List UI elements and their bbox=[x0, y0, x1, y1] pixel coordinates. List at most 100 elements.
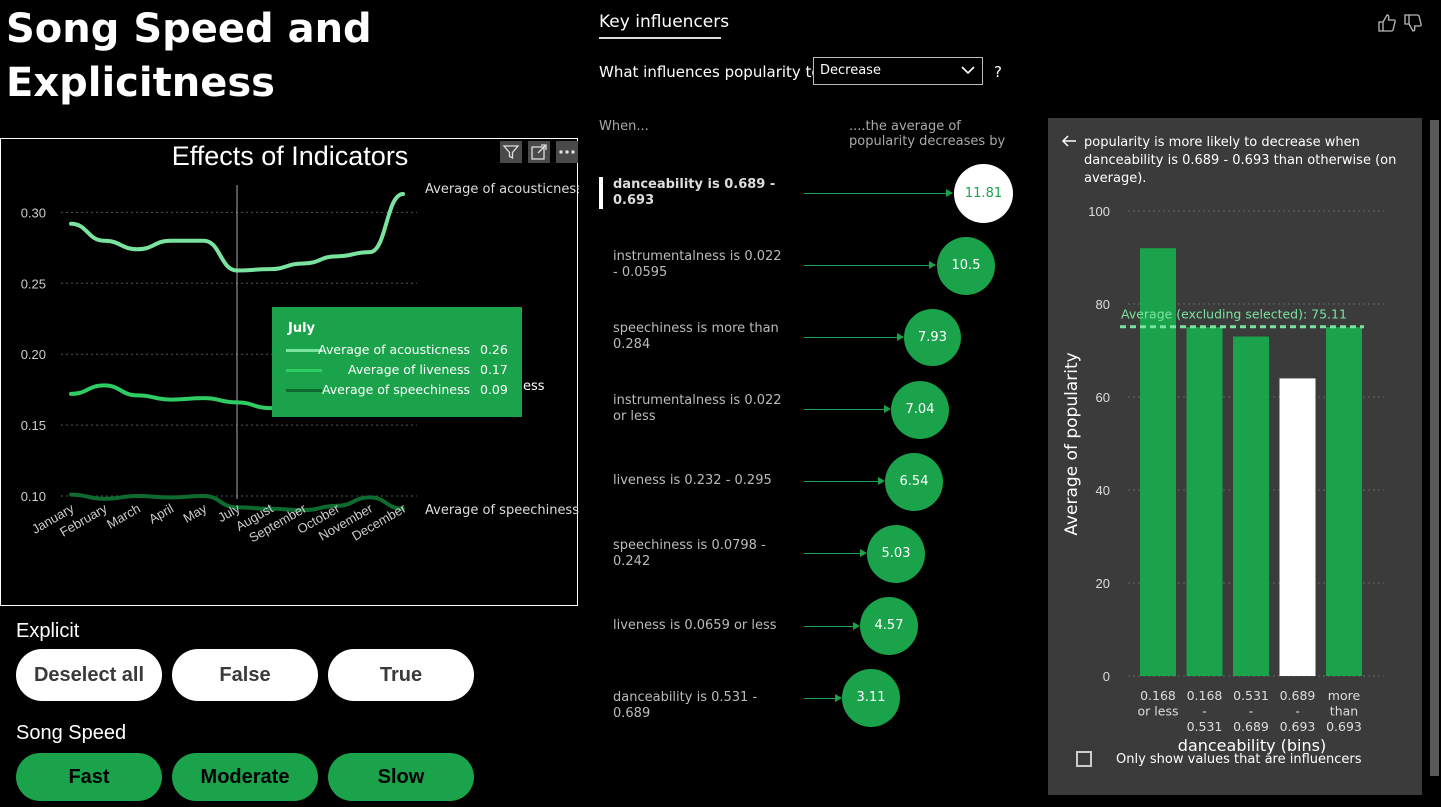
x-axis-title: danceability (bins) bbox=[1178, 736, 1326, 755]
x-tick-label: 0.531 bbox=[1233, 688, 1269, 703]
influencer-value-bubble[interactable]: 5.03 bbox=[867, 525, 925, 583]
x-tick-label: - bbox=[1202, 704, 1207, 719]
x-tick-label: 0.168 bbox=[1187, 688, 1223, 703]
influencer-value-bubble[interactable]: 7.93 bbox=[904, 309, 961, 366]
y-tick-label: 0.10 bbox=[21, 489, 46, 504]
arrow-icon bbox=[878, 477, 885, 485]
selected-indicator bbox=[599, 177, 603, 209]
back-arrow-icon[interactable] bbox=[1060, 132, 1078, 155]
thumbs-down-icon[interactable] bbox=[1404, 14, 1422, 32]
more-options-icon[interactable] bbox=[556, 141, 578, 163]
influencer-label[interactable]: speechiness is 0.0798 - 0.242 bbox=[613, 538, 766, 569]
influencer-connector bbox=[804, 481, 880, 482]
tab-underline bbox=[599, 37, 721, 39]
speed-fast-button[interactable]: Fast bbox=[16, 753, 162, 801]
direction-dropdown[interactable]: Decrease bbox=[813, 57, 983, 85]
explicit-true-button[interactable]: True bbox=[328, 649, 474, 701]
influencer-value-bubble[interactable]: 3.11 bbox=[842, 669, 900, 727]
y-tick-label: 40 bbox=[1096, 483, 1110, 498]
x-tick-label: 0.168 bbox=[1140, 688, 1176, 703]
explicit-slicer-title: Explicit bbox=[16, 620, 80, 642]
influencer-connector bbox=[804, 553, 862, 554]
tooltip-swatch-liveness bbox=[286, 369, 322, 372]
x-tick-label: or less bbox=[1138, 704, 1179, 719]
explicit-false-button[interactable]: False bbox=[172, 649, 318, 701]
reference-line-label: Average (excluding selected): 75.11 bbox=[1121, 307, 1347, 322]
influencer-value-bubble[interactable]: 4.57 bbox=[860, 597, 918, 655]
influencer-label[interactable]: instrumentalness is 0.022 or less bbox=[613, 393, 782, 424]
series-end-label: Average of speechiness bbox=[425, 503, 579, 518]
y-tick-label: 0.25 bbox=[21, 276, 46, 291]
influencer-connector bbox=[804, 337, 899, 338]
y-tick-label: 0.30 bbox=[21, 205, 46, 220]
arrow-icon bbox=[860, 549, 867, 557]
bar bbox=[1326, 327, 1362, 676]
y-tick-label: 80 bbox=[1096, 297, 1110, 312]
detail-description: popularity is more likely to decrease wh… bbox=[1084, 135, 1397, 186]
help-icon[interactable]: ? bbox=[994, 63, 1002, 81]
arrow-icon bbox=[929, 261, 936, 269]
song-speed-slicer-title: Song Speed bbox=[16, 722, 127, 744]
x-tick-label: April bbox=[146, 501, 176, 527]
influencers-only-checkbox[interactable] bbox=[1076, 751, 1092, 767]
influencer-value-bubble[interactable]: 10.5 bbox=[937, 237, 995, 295]
explicit-deselect-all-button[interactable]: Deselect all bbox=[16, 649, 162, 701]
influencer-detail-panel: popularity is more likely to decrease wh… bbox=[1048, 118, 1422, 795]
influencer-connector bbox=[804, 193, 948, 194]
influencer-connector bbox=[804, 698, 837, 699]
x-tick-label: than bbox=[1330, 704, 1358, 719]
influencer-label[interactable]: liveness is 0.232 - 0.295 bbox=[613, 473, 772, 488]
speed-slow-button[interactable]: Slow bbox=[328, 753, 474, 801]
average-header: ....the average of popularity decreases … bbox=[849, 119, 1006, 149]
tooltip-value-liveness: 0.17 bbox=[480, 362, 508, 377]
bar bbox=[1233, 336, 1269, 676]
tooltip-title: July bbox=[288, 321, 316, 336]
thumbs-up-icon[interactable] bbox=[1378, 14, 1396, 32]
x-tick-label: - bbox=[1249, 704, 1254, 719]
influencer-label[interactable]: danceability is 0.689 - 0.693 bbox=[613, 177, 776, 208]
series-end-label: Average of acousticness bbox=[425, 182, 579, 197]
scrollbar[interactable] bbox=[1430, 120, 1439, 776]
tooltip-name-acousticness: Average of acousticness bbox=[318, 342, 470, 357]
x-tick-label: 0.689 bbox=[1233, 719, 1269, 734]
chevron-down-icon bbox=[960, 58, 976, 93]
filter-icon[interactable] bbox=[500, 141, 522, 163]
influencer-label[interactable]: liveness is 0.0659 or less bbox=[613, 618, 777, 633]
arrow-icon bbox=[835, 694, 842, 702]
influencer-label[interactable]: instrumentalness is 0.022 - 0.0595 bbox=[613, 249, 782, 280]
influencer-connector bbox=[804, 409, 886, 410]
direction-dropdown-value: Decrease bbox=[820, 63, 881, 78]
tooltip-name-liveness: Average of liveness bbox=[348, 362, 470, 377]
x-tick-label: 0.693 bbox=[1326, 719, 1362, 734]
when-header: When... bbox=[599, 119, 649, 134]
influencer-value-bubble[interactable]: 7.04 bbox=[891, 381, 949, 439]
chart-title: Effects of Indicators bbox=[171, 141, 409, 171]
y-tick-label: 60 bbox=[1096, 390, 1110, 405]
x-tick-label: March bbox=[104, 501, 143, 532]
bar bbox=[1140, 248, 1176, 676]
influencer-label[interactable]: speechiness is more than 0.284 bbox=[613, 321, 779, 352]
x-tick-label: 0.531 bbox=[1187, 719, 1223, 734]
arrow-icon bbox=[897, 333, 904, 341]
influencer-value-bubble[interactable]: 6.54 bbox=[885, 453, 943, 511]
x-tick-label: 0.693 bbox=[1280, 719, 1316, 734]
arrow-icon bbox=[946, 189, 953, 197]
line-chart-plot: 0.10 0.15 0.20 0.25 0.30 Average of acousticn… bbox=[21, 182, 579, 545]
speed-moderate-button[interactable]: Moderate bbox=[172, 753, 318, 801]
influencer-value-bubble[interactable]: 11.81 bbox=[954, 164, 1013, 223]
arrow-icon bbox=[853, 622, 860, 630]
tooltip-name-speechiness: Average of speechiness bbox=[321, 382, 470, 397]
focus-mode-icon[interactable] bbox=[528, 141, 550, 163]
x-tick-label: - bbox=[1295, 704, 1300, 719]
feedback-icons bbox=[1376, 12, 1422, 39]
y-tick-label: 100 bbox=[1088, 204, 1110, 219]
tooltip-value-speechiness: 0.09 bbox=[480, 382, 508, 397]
y-tick-label: 20 bbox=[1096, 576, 1110, 591]
tab-key-influencers[interactable]: Key influencers bbox=[599, 12, 730, 32]
arrow-icon bbox=[884, 405, 891, 413]
line-chart-visual[interactable]: Effects of Indicators 0.10 0.15 0.20 0.25 0.… bbox=[0, 138, 579, 606]
influencer-label[interactable]: danceability is 0.531 - 0.689 bbox=[613, 690, 758, 721]
tooltip-swatch-acousticness bbox=[286, 349, 322, 352]
x-tick-label: May bbox=[181, 500, 210, 526]
